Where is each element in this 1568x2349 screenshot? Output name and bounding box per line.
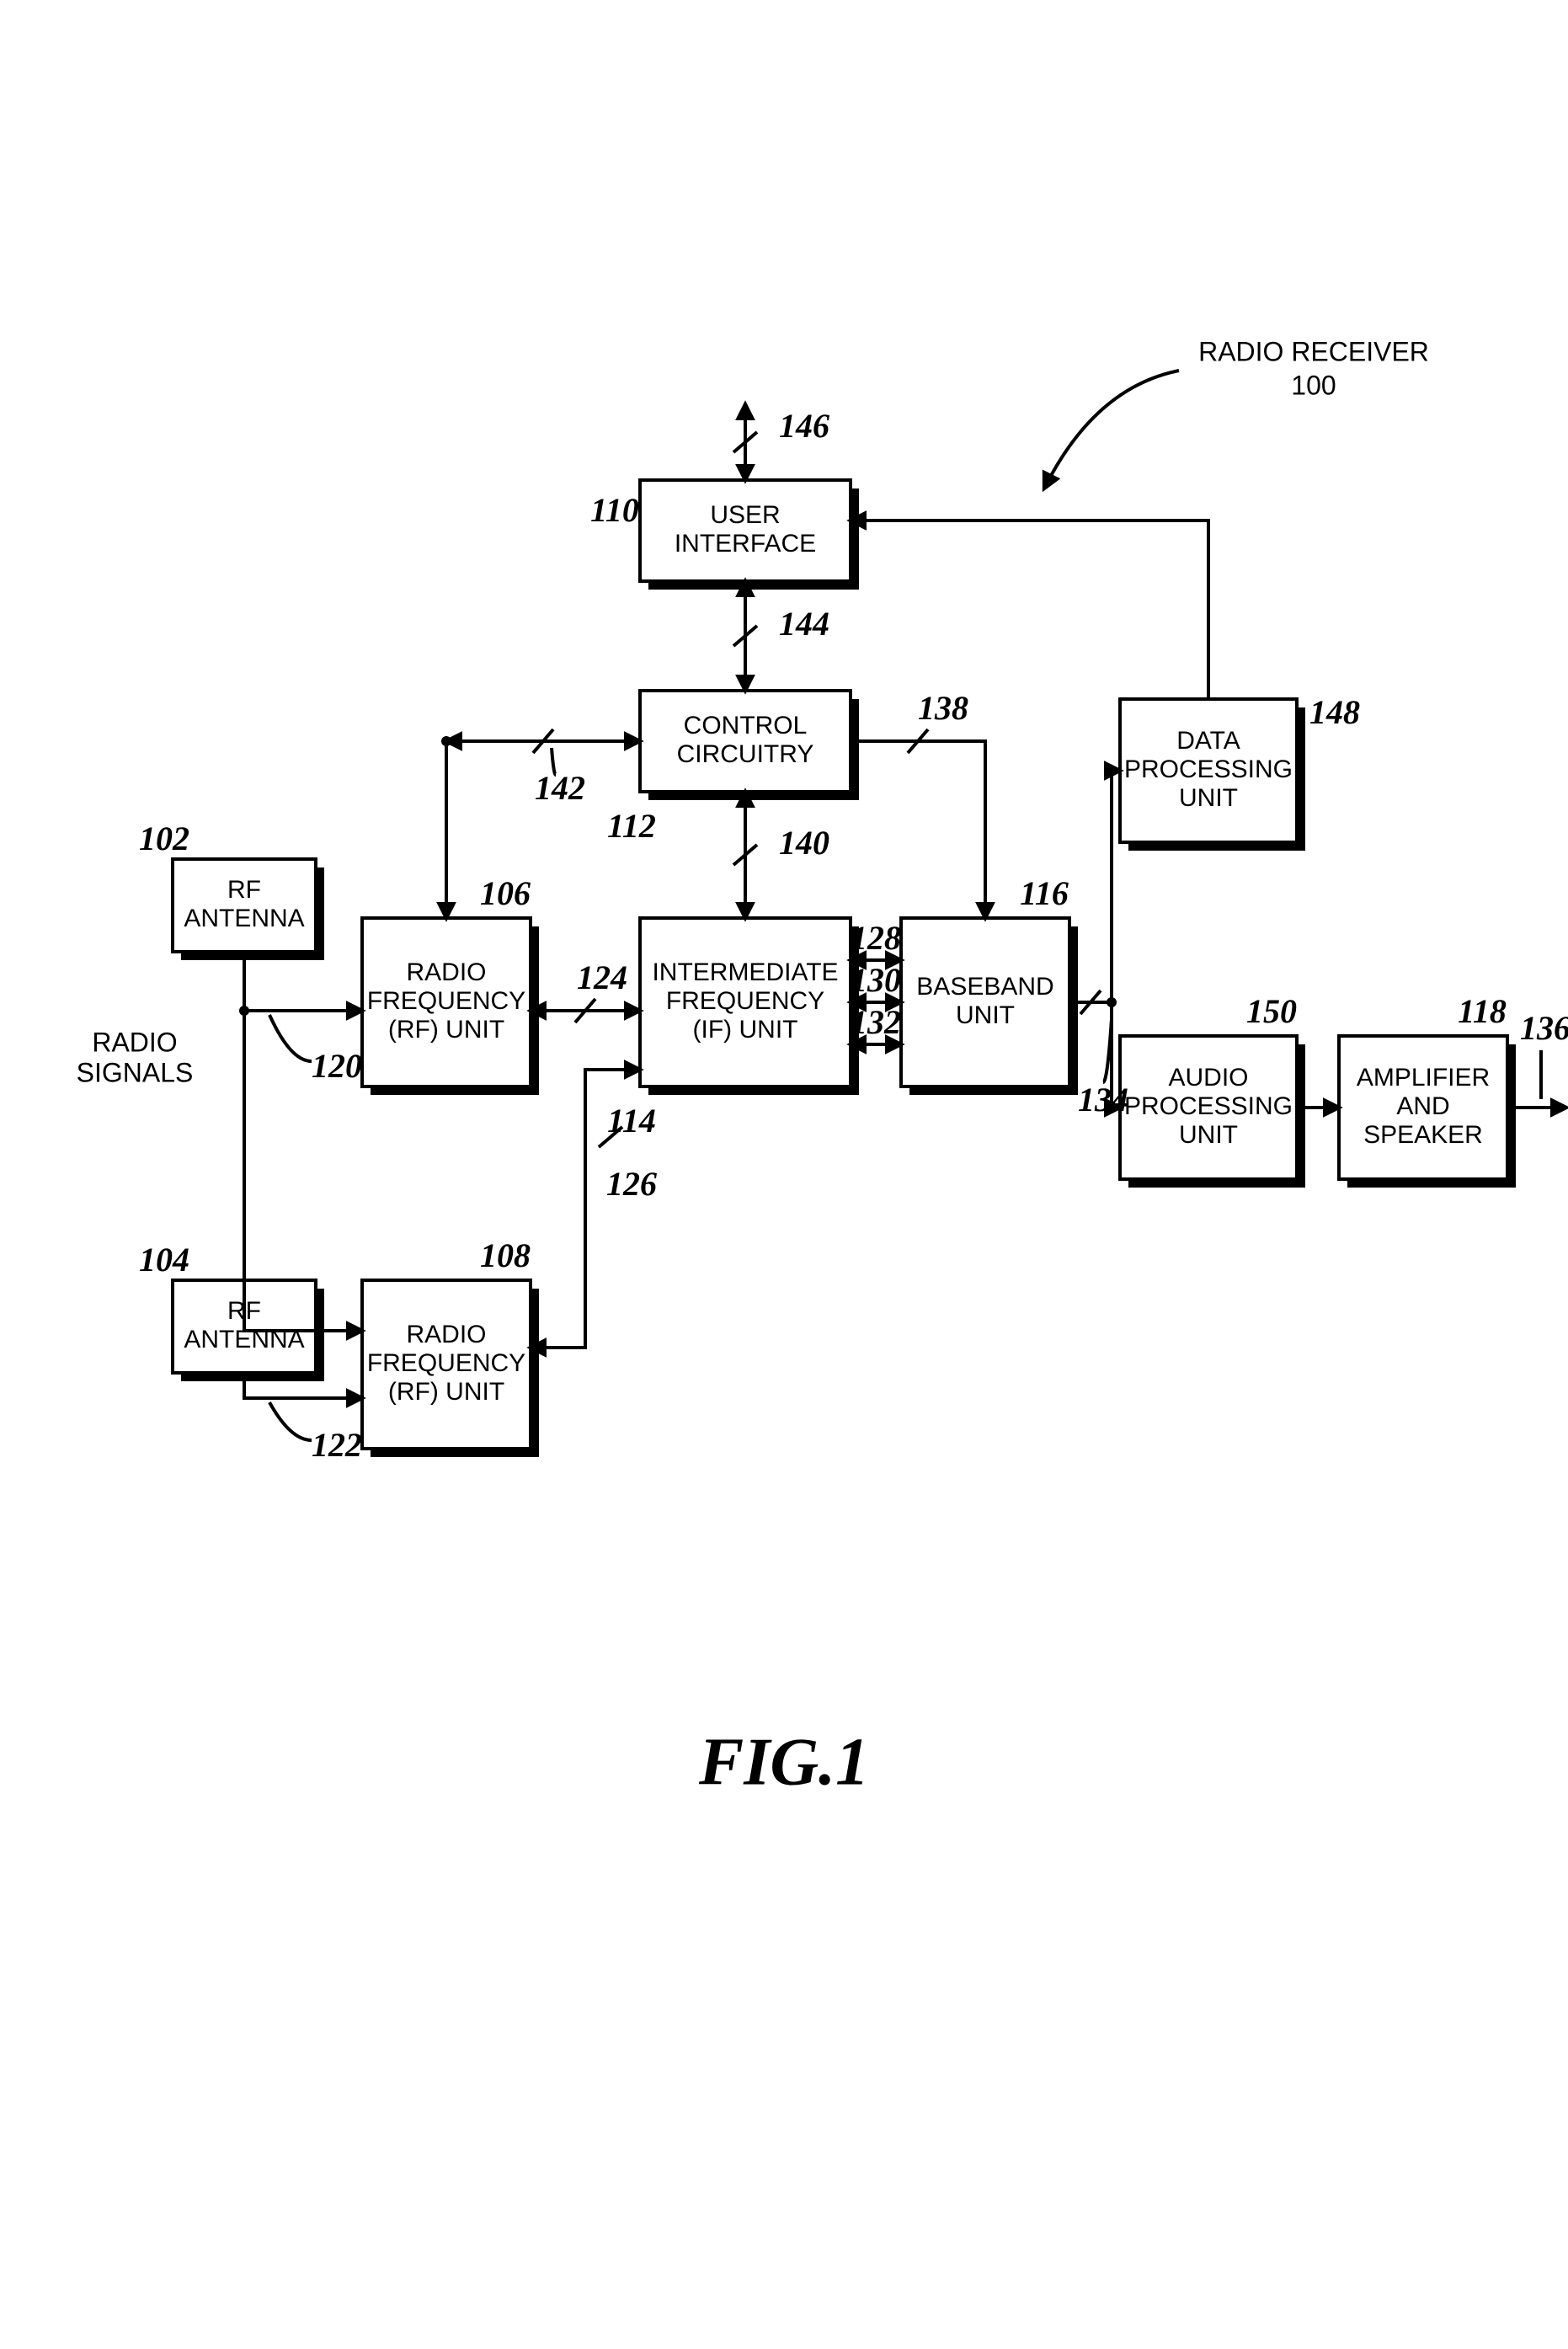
- block-amp_spk: AMPLIFIERANDSPEAKER: [1339, 1036, 1516, 1188]
- block-ui-line1: INTERFACE: [675, 530, 816, 558]
- ref-rf_unit_2: 108: [480, 1236, 531, 1274]
- block-if_unit-line1: FREQUENCY: [666, 987, 824, 1015]
- sigref-s128: 128: [851, 919, 901, 957]
- block-rf_unit_2: RADIOFREQUENCY(RF) UNIT: [362, 1280, 539, 1457]
- ref-rf_ant_2: 104: [139, 1241, 189, 1279]
- block-amp_spk-line0: AMPLIFIER: [1357, 1064, 1490, 1092]
- block-ui-line0: USER: [710, 501, 780, 529]
- block-rf_ant_1-line0: RF: [227, 876, 261, 904]
- block-amp_spk-line2: SPEAKER: [1363, 1121, 1483, 1149]
- ref-data_proc: 148: [1309, 693, 1360, 731]
- block-audio_proc: AUDIOPROCESSINGUNIT: [1120, 1036, 1305, 1188]
- figure-label: FIG.1: [698, 1725, 869, 1799]
- sigref-s132: 132: [851, 1003, 901, 1041]
- sigref-s122: 122: [312, 1426, 362, 1464]
- block-rf_unit_1: RADIOFREQUENCY(RF) UNIT: [362, 918, 539, 1095]
- block-rf_ant_1: RFANTENNA: [173, 859, 324, 960]
- block-if_unit: INTERMEDIATEFREQUENCY(IF) UNIT: [640, 918, 859, 1095]
- block-if_unit-line0: INTERMEDIATE: [652, 958, 838, 986]
- block-baseband: BASEBANDUNIT: [901, 918, 1078, 1095]
- ref-rf_ant_1: 102: [139, 819, 189, 857]
- block-data_proc-line2: UNIT: [1179, 784, 1238, 812]
- block-rf_unit_2-line0: RADIO: [406, 1321, 486, 1348]
- block-ui: USERINTERFACE: [640, 480, 859, 590]
- sigref-s120: 120: [312, 1047, 362, 1085]
- title-line: RADIO RECEIVER: [1198, 336, 1429, 366]
- block-rf_unit_2-line1: FREQUENCY: [367, 1349, 525, 1377]
- block-baseband-line0: BASEBAND: [916, 973, 1053, 1001]
- sigref-s124: 124: [577, 958, 627, 996]
- block-amp_spk-line1: AND: [1396, 1092, 1449, 1120]
- sigref-s134: 134: [1078, 1081, 1128, 1118]
- radio-signals-l1: RADIO: [92, 1027, 177, 1057]
- ref-ui: 110: [590, 491, 639, 529]
- sigref-s136: 136: [1520, 1009, 1568, 1047]
- block-ctrl: CONTROLCIRCUITRY: [640, 691, 859, 800]
- block-audio_proc-line2: UNIT: [1179, 1121, 1238, 1149]
- sigref-s144: 144: [779, 605, 829, 643]
- block-audio_proc-line1: PROCESSING: [1124, 1092, 1293, 1120]
- block-rf_unit_1-line1: FREQUENCY: [367, 987, 525, 1015]
- block-ctrl-line0: CONTROL: [684, 712, 808, 739]
- ref-ctrl: 112: [607, 807, 656, 845]
- block-audio_proc-line0: AUDIO: [1168, 1064, 1248, 1092]
- title-ref: 100: [1291, 370, 1336, 400]
- sigref-s138: 138: [918, 689, 968, 727]
- sigref-s146: 146: [779, 407, 829, 445]
- sigref-s130: 130: [851, 961, 901, 999]
- block-data_proc-line1: PROCESSING: [1124, 755, 1293, 783]
- block-baseband-line1: UNIT: [956, 1001, 1015, 1029]
- ref-amp_spk: 118: [1458, 992, 1507, 1030]
- sigref-s126: 126: [606, 1165, 657, 1203]
- block-rf_unit_2-line2: (RF) UNIT: [388, 1378, 504, 1406]
- ref-baseband: 116: [1020, 874, 1069, 912]
- block-data_proc-line0: DATA: [1176, 727, 1240, 755]
- sigref-s142: 142: [535, 769, 585, 807]
- block-data_proc: DATAPROCESSINGUNIT: [1120, 699, 1305, 851]
- ref-audio_proc: 150: [1246, 992, 1297, 1030]
- block-ctrl-line1: CIRCUITRY: [677, 740, 814, 768]
- block-rf_ant_1-line1: ANTENNA: [184, 905, 304, 932]
- sigref-s140: 140: [779, 824, 829, 862]
- radio-signals-l2: SIGNALS: [77, 1057, 194, 1087]
- block-if_unit-line2: (IF) UNIT: [693, 1016, 798, 1044]
- block-rf_unit_1-line2: (RF) UNIT: [388, 1016, 504, 1044]
- ref-rf_unit_1: 106: [480, 874, 531, 912]
- block-rf_unit_1-line0: RADIO: [406, 958, 486, 986]
